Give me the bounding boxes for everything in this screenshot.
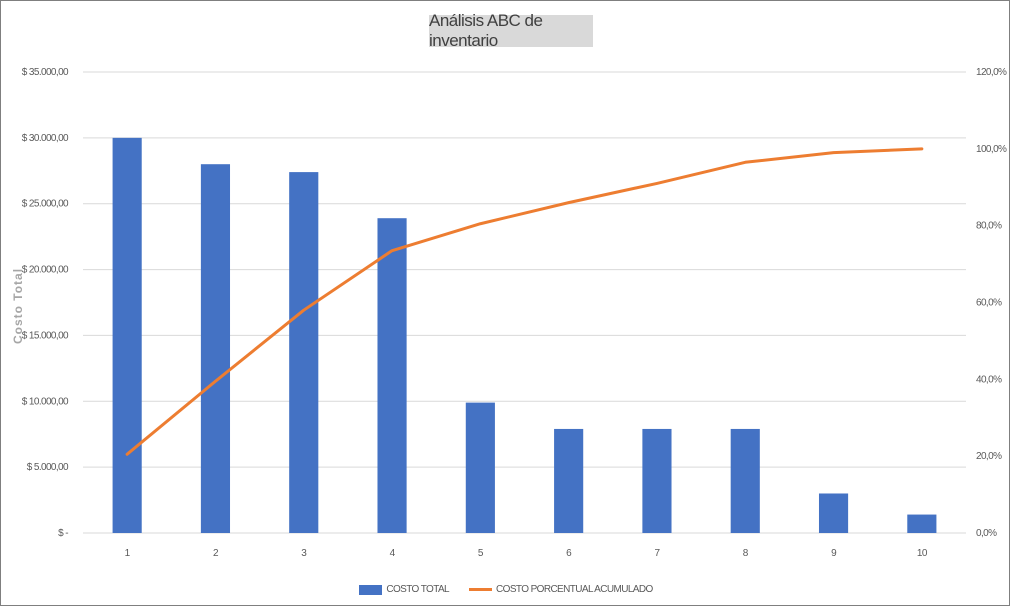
x-tick-label: 1 xyxy=(125,548,131,559)
line-series xyxy=(125,147,924,456)
chart-legend: COSTO TOTAL COSTO PORCENTUAL ACUMULADO xyxy=(1,584,1011,595)
y2-tick-label: 20,0% xyxy=(976,451,1002,462)
bar xyxy=(642,428,672,533)
y-tick-label: $ 20.000,00 xyxy=(22,265,69,276)
y-tick-label: $ 15.000,00 xyxy=(22,330,69,341)
x-tick-label: 4 xyxy=(390,548,396,559)
x-tick-label: 2 xyxy=(213,548,219,559)
bar xyxy=(289,172,319,534)
x-tick-label: 5 xyxy=(478,548,484,559)
y2-tick-label: 100,0% xyxy=(976,144,1007,155)
chart-plot: $ - $ 5.000,00 $ 10.000,00 $ 15.000,00 $ 20.… xyxy=(11,67,1008,559)
x-tick-label: 9 xyxy=(831,548,837,559)
y-tick-label: $ 5.000,00 xyxy=(27,462,69,473)
legend-swatch-line xyxy=(469,588,493,591)
y2-tick-label: 80,0% xyxy=(976,221,1002,232)
bar xyxy=(554,428,584,533)
bar xyxy=(818,493,849,533)
x-tick-label: 10 xyxy=(917,548,928,559)
legend-label-bar: COSTO TOTAL xyxy=(386,584,450,595)
x-axis: 1 2 3 4 5 6 7 8 9 10 xyxy=(125,548,929,559)
legend-swatch-bar xyxy=(359,584,383,595)
bar xyxy=(200,164,231,533)
x-tick-label: 7 xyxy=(654,548,660,559)
y2-tick-label: 120,0% xyxy=(976,67,1007,78)
bar xyxy=(907,514,937,533)
cumulative-line xyxy=(125,147,924,456)
x-tick-label: 8 xyxy=(743,548,749,559)
y-tick-label: $ - xyxy=(58,528,68,539)
chart-title: Análisis ABC de inventario xyxy=(429,11,593,50)
x-tick-label: 3 xyxy=(301,548,307,559)
bar-series xyxy=(112,137,937,534)
y-tick-label: $ 10.000,00 xyxy=(22,396,69,407)
y2-tick-label: 0,0% xyxy=(976,528,997,539)
y2-tick-label: 60,0% xyxy=(976,298,1002,309)
bar xyxy=(112,137,142,533)
bar xyxy=(465,402,495,533)
bar xyxy=(377,218,407,533)
y-tick-label: $ 25.000,00 xyxy=(22,199,69,210)
y-axis-title: Costo Total xyxy=(11,268,25,344)
bar xyxy=(730,428,760,533)
legend-item-bar: COSTO TOTAL xyxy=(359,584,450,595)
y-axis-right: 0,0% 20,0% 40,0% 60,0% 80,0% 100,0% 120,0% xyxy=(976,67,1008,539)
y-axis-left: $ - $ 5.000,00 $ 10.000,00 $ 15.000,00 $ 20.… xyxy=(22,67,70,539)
legend-label-line: COSTO PORCENTUAL ACUMULADO xyxy=(496,584,653,595)
y-tick-label: $ 35.000,00 xyxy=(22,67,69,78)
legend-item-line: COSTO PORCENTUAL ACUMULADO xyxy=(469,584,653,595)
x-tick-label: 6 xyxy=(566,548,572,559)
y2-tick-label: 40,0% xyxy=(976,374,1002,385)
y-tick-label: $ 30.000,00 xyxy=(22,133,69,144)
gridlines xyxy=(83,71,966,534)
